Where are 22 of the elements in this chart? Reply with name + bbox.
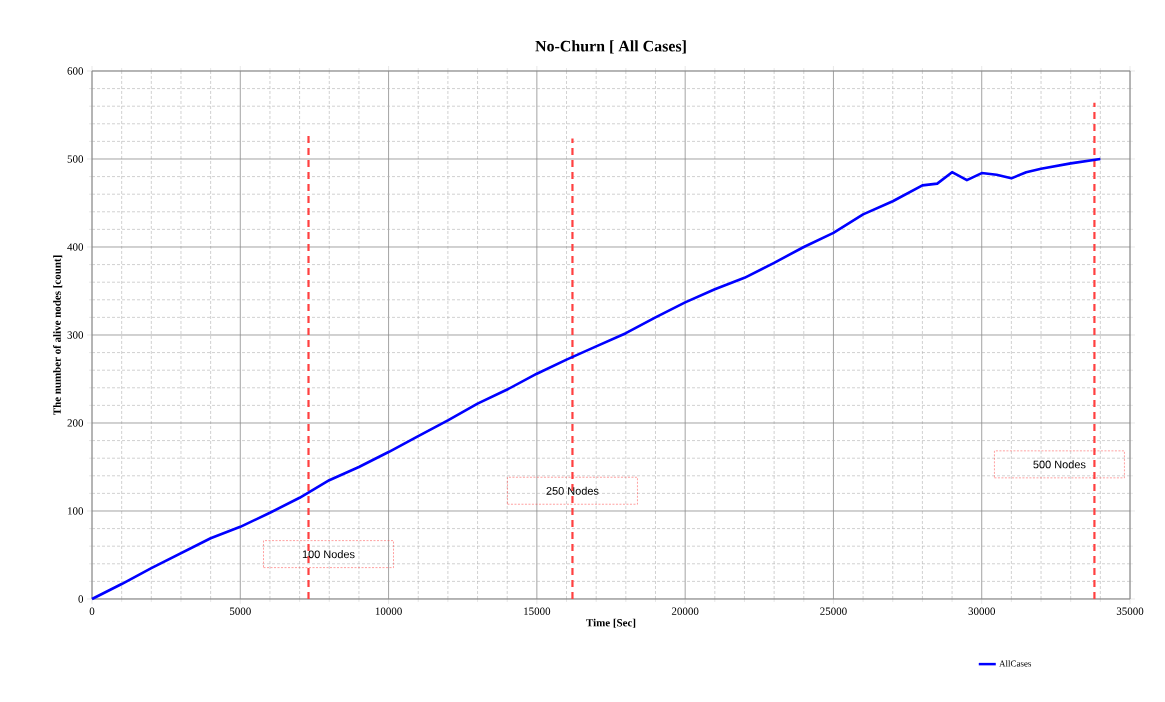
y-axis-title: The number of alive nodes [count] bbox=[53, 255, 63, 416]
x-tick-label: 15000 bbox=[524, 607, 551, 615]
x-tick-label: 35000 bbox=[1116, 607, 1144, 615]
x-tick-label: 10000 bbox=[375, 607, 402, 615]
y-tick-label: 200 bbox=[67, 419, 84, 427]
y-tick-label: 300 bbox=[67, 331, 84, 339]
ref-line-label: 250 Nodes bbox=[546, 486, 599, 495]
y-tick-label: 100 bbox=[68, 507, 84, 515]
y-tick-label: 500 bbox=[67, 155, 84, 163]
y-tick-label: 0 bbox=[78, 595, 84, 603]
x-axis-title: Time [Sec] bbox=[586, 618, 636, 628]
x-tick-label: 5000 bbox=[229, 607, 251, 615]
ref-line-label: 500 Nodes bbox=[1033, 460, 1086, 469]
legend-label: AllCases bbox=[999, 660, 1032, 667]
x-tick-label: 25000 bbox=[820, 607, 847, 615]
y-tick-label: 400 bbox=[67, 243, 84, 251]
x-tick-label: 0 bbox=[89, 607, 95, 615]
chart-title: No-Churn [ All Cases] bbox=[535, 40, 686, 54]
ref-line-label: 100 Nodes bbox=[302, 550, 355, 559]
x-tick-label: 30000 bbox=[968, 607, 996, 615]
x-tick-label: 20000 bbox=[671, 607, 699, 615]
y-tick-label: 600 bbox=[67, 67, 84, 75]
